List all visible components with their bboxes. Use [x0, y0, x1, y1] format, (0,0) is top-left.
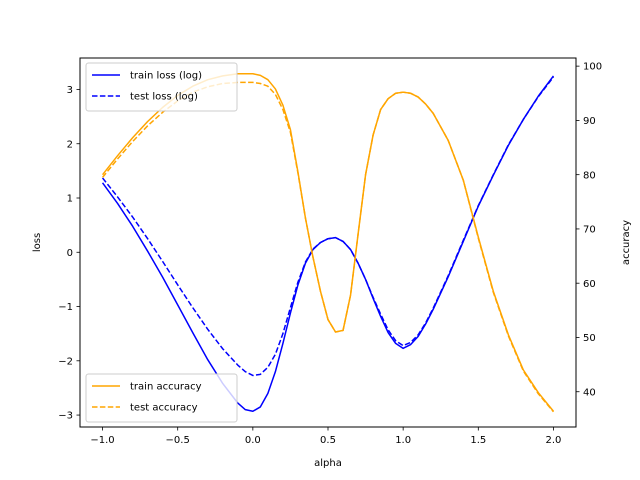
- y2-tick-label: 70: [583, 225, 596, 236]
- legend-box: [85, 373, 238, 423]
- y-tick-label: 0: [67, 248, 73, 259]
- x-tick-label: 0.0: [245, 435, 261, 446]
- y-tick-label: −2: [58, 356, 73, 367]
- y-tick-label: 3: [67, 85, 73, 96]
- x-axis-label: alpha: [314, 458, 342, 469]
- series-line-3: [101, 81, 555, 413]
- x-tick-label: 1.0: [395, 435, 411, 446]
- legend-box: [85, 62, 238, 112]
- y-tick-label: 2: [67, 139, 73, 150]
- y2-tick-label: 90: [583, 116, 596, 127]
- legend-label: test loss (log): [130, 92, 198, 103]
- y-tick-label: 1: [67, 194, 73, 205]
- y2-tick-label: 80: [583, 170, 596, 181]
- y2-axis-label: accuracy: [621, 220, 632, 265]
- x-tick-label: 0.5: [320, 435, 336, 446]
- y-axis-left: −3 −2 −1 0 1 2 3: [58, 85, 80, 422]
- legend-layer: train loss (log) test loss (log) train acc…: [85, 62, 238, 423]
- x-tick-label: 1.5: [470, 435, 486, 446]
- y-tick-label: −1: [58, 302, 73, 313]
- x-tick-label: −1.0: [90, 435, 114, 446]
- y2-tick-label: 50: [583, 333, 596, 344]
- x-axis: −1.0 −0.5 0.0 0.5 1.0 1.5 2.0: [90, 427, 561, 446]
- x-tick-label: 2.0: [546, 435, 562, 446]
- y-axis-label: loss: [32, 233, 43, 252]
- legend-label: train loss (log): [130, 71, 202, 82]
- y-tick-label: −3: [58, 411, 73, 422]
- y-axis-right: 40 50 60 70 80 90 100: [576, 62, 602, 398]
- x-tick-label: −0.5: [166, 435, 190, 446]
- legend-label: train accuracy: [130, 382, 202, 393]
- legend-label: test accuracy: [130, 403, 198, 414]
- y2-tick-label: 100: [583, 62, 602, 73]
- y2-tick-label: 40: [583, 387, 596, 398]
- y2-tick-label: 60: [583, 279, 596, 290]
